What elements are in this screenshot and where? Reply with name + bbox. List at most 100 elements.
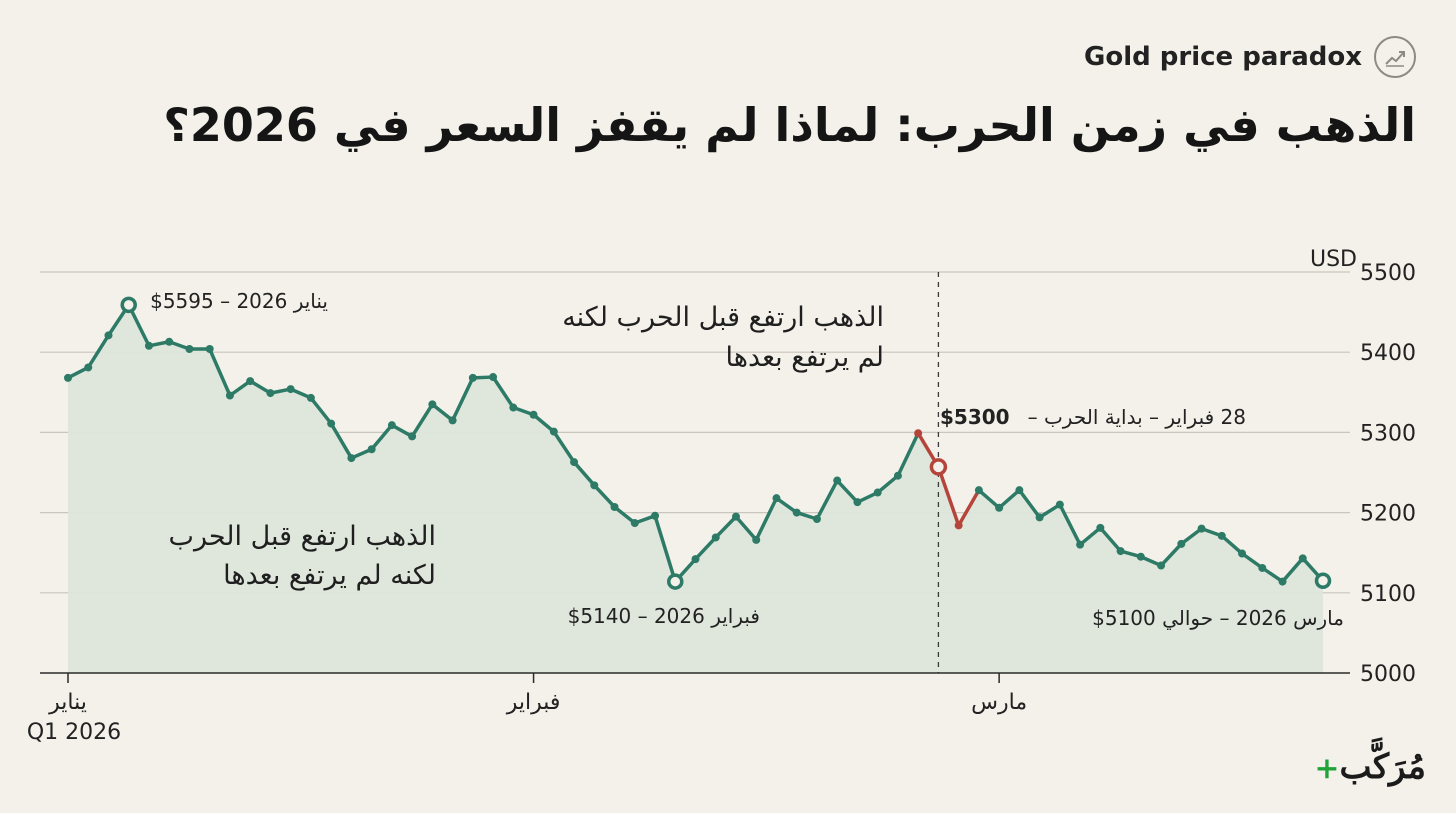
price-line-segment <box>612 505 637 525</box>
data-point <box>1055 500 1064 509</box>
x-tick-label: يناير <box>48 690 87 715</box>
price-line-segment <box>815 478 839 521</box>
data-point <box>772 494 781 503</box>
data-point <box>1217 531 1226 540</box>
y-tick-label: 5300 <box>1360 421 1416 446</box>
price-line-segment <box>1078 526 1103 547</box>
price-line-segment <box>228 379 252 398</box>
data-point <box>1096 523 1105 532</box>
price-line-segment <box>693 535 718 561</box>
data-point <box>529 410 538 419</box>
data-point <box>812 515 821 524</box>
war-start-point <box>929 458 948 476</box>
x-tick-label: فبراير <box>506 690 561 715</box>
price-line-segment <box>875 473 900 495</box>
data-point <box>974 486 983 495</box>
data-point <box>792 508 801 517</box>
data-point <box>1298 554 1307 563</box>
data-point <box>752 535 761 544</box>
note-lower-line-2: لكنه لم يرتفع بعدها <box>223 560 436 591</box>
data-point <box>428 400 437 409</box>
price-line-segment <box>410 402 435 439</box>
data-point <box>185 344 194 353</box>
price-line-segment <box>572 460 597 488</box>
price-line-segment <box>552 429 576 464</box>
data-point <box>630 519 639 528</box>
price-line-segment <box>1240 551 1265 570</box>
data-point <box>893 471 902 480</box>
price-line-segment <box>1260 566 1285 584</box>
data-point <box>509 403 518 412</box>
price-line-segment <box>896 431 920 478</box>
data-point <box>711 533 720 542</box>
y-tick-label: 5100 <box>1360 582 1416 607</box>
data-point <box>489 373 498 382</box>
data-point <box>64 373 72 382</box>
data-point <box>1278 577 1287 586</box>
data-point <box>954 521 963 530</box>
data-point <box>1015 486 1024 495</box>
price-line-segment <box>450 376 475 423</box>
data-point <box>651 511 660 520</box>
price-line-segment <box>653 514 678 584</box>
price-line-segment <box>774 496 799 515</box>
price-line-segment <box>936 465 961 528</box>
data-point <box>853 498 862 507</box>
logo-text: مُرَكَّب <box>1339 747 1426 787</box>
data-point <box>1258 563 1267 572</box>
price-area-fill <box>68 304 1323 673</box>
price-line-segment <box>713 514 738 540</box>
data-point <box>873 488 882 497</box>
y-tick-label: 5000 <box>1360 662 1416 687</box>
data-point <box>266 389 275 398</box>
data-point <box>1157 561 1166 570</box>
price-line-segment <box>86 333 111 370</box>
price-line-segment <box>1098 526 1123 553</box>
data-point <box>448 416 457 425</box>
annotation-war-start: 28 فبراير – بداية الحرب – <box>1028 405 1246 429</box>
highlight-point <box>1314 572 1332 590</box>
y-tick-label: 5200 <box>1360 502 1416 527</box>
data-point <box>691 555 700 564</box>
data-point <box>1076 540 1085 549</box>
data-point <box>104 331 113 340</box>
data-point <box>590 481 599 490</box>
data-point <box>205 344 214 353</box>
price-line-segment <box>1058 502 1082 547</box>
data-point <box>144 341 153 350</box>
price-line-segment <box>369 423 394 451</box>
annotation-mar-end: مارس 2026 – حوالي 5100$ <box>1092 606 1344 631</box>
data-point <box>225 391 234 400</box>
note-upper-line-2: لم يرتفع بعدها <box>726 342 885 373</box>
y-tick-label: 5500 <box>1360 261 1416 286</box>
annotation-feb-low: فبراير 2026 – 5140$ <box>568 604 760 628</box>
data-point <box>84 363 93 372</box>
note-lower-line-1: الذهب ارتفع قبل الحرب <box>169 521 436 552</box>
data-point <box>165 337 174 346</box>
trend-chart-icon <box>1374 36 1416 78</box>
price-line-segment <box>491 375 516 410</box>
price-line-segment <box>1280 556 1305 584</box>
data-point <box>833 476 842 485</box>
price-line-segment <box>329 421 354 460</box>
price-line-segment <box>1017 488 1042 520</box>
price-line-segment <box>309 396 333 426</box>
data-point <box>1197 524 1206 533</box>
data-point <box>408 432 417 441</box>
note-upper-line-1: الذهب ارتفع قبل الحرب لكنه <box>562 302 884 333</box>
price-line-segment <box>734 514 758 542</box>
data-point <box>610 502 619 511</box>
data-point <box>387 421 396 430</box>
highlight-point <box>120 296 137 314</box>
price-line-segment <box>1179 526 1204 546</box>
price-line-segment <box>835 478 860 504</box>
price-line-segment <box>531 413 556 434</box>
page-title: الذهب في زمن الحرب: لماذا لم يقفز السعر … <box>163 98 1416 152</box>
kicker-text: Gold price paradox <box>1084 42 1362 72</box>
y-tick-label: 5400 <box>1360 341 1416 366</box>
data-point <box>549 427 558 436</box>
price-line-segment <box>207 347 232 398</box>
data-point <box>731 512 740 521</box>
data-point <box>327 419 336 428</box>
